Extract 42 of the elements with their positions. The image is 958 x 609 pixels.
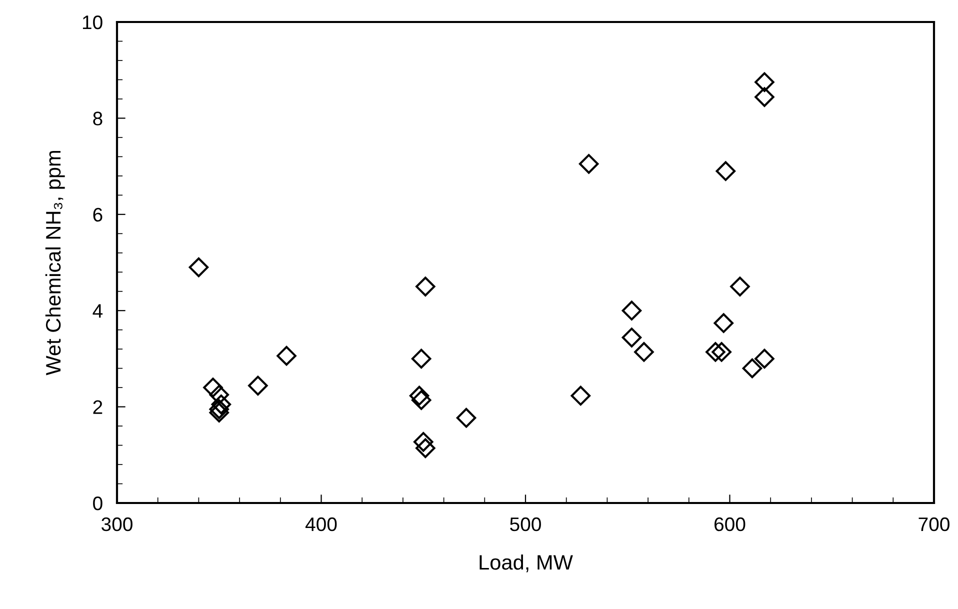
y-tick-label: 8 — [93, 112, 102, 126]
point — [634, 342, 654, 362]
x-tick-label: 600 — [714, 517, 746, 532]
x-axis-title: Load, MW — [480, 554, 573, 572]
point — [409, 386, 430, 406]
point — [754, 87, 774, 107]
point — [754, 348, 774, 369]
point — [622, 328, 642, 348]
point — [742, 358, 762, 378]
point — [209, 402, 230, 422]
point — [411, 348, 432, 369]
point — [248, 376, 268, 396]
point — [570, 386, 591, 406]
point — [712, 342, 732, 362]
y-tick-label: 0 — [93, 496, 102, 510]
point — [456, 408, 476, 428]
point — [706, 342, 726, 362]
point — [411, 390, 432, 410]
y-tick-label: 10 — [82, 15, 102, 30]
point — [622, 300, 642, 320]
point — [209, 399, 230, 420]
y-tick-label: 6 — [93, 208, 102, 222]
x-tick-label: 400 — [305, 517, 337, 532]
point — [413, 432, 434, 452]
point — [211, 394, 232, 414]
point — [188, 257, 209, 278]
point — [276, 346, 296, 366]
y-tick-label: 2 — [93, 400, 102, 414]
y-tick-label: 4 — [92, 304, 103, 318]
point — [754, 72, 774, 92]
x-tick-label: 500 — [510, 517, 541, 532]
point — [716, 161, 736, 181]
point — [578, 154, 599, 174]
point — [416, 276, 436, 296]
point — [714, 313, 734, 333]
y-axis-title: Wet Chemical NH₃, ppm — [45, 150, 65, 376]
x-tick-label: 700 — [918, 517, 950, 532]
point — [209, 384, 230, 405]
x-tick-label: 300 — [102, 517, 132, 532]
point — [203, 378, 223, 398]
point — [730, 276, 750, 296]
point — [416, 438, 436, 458]
